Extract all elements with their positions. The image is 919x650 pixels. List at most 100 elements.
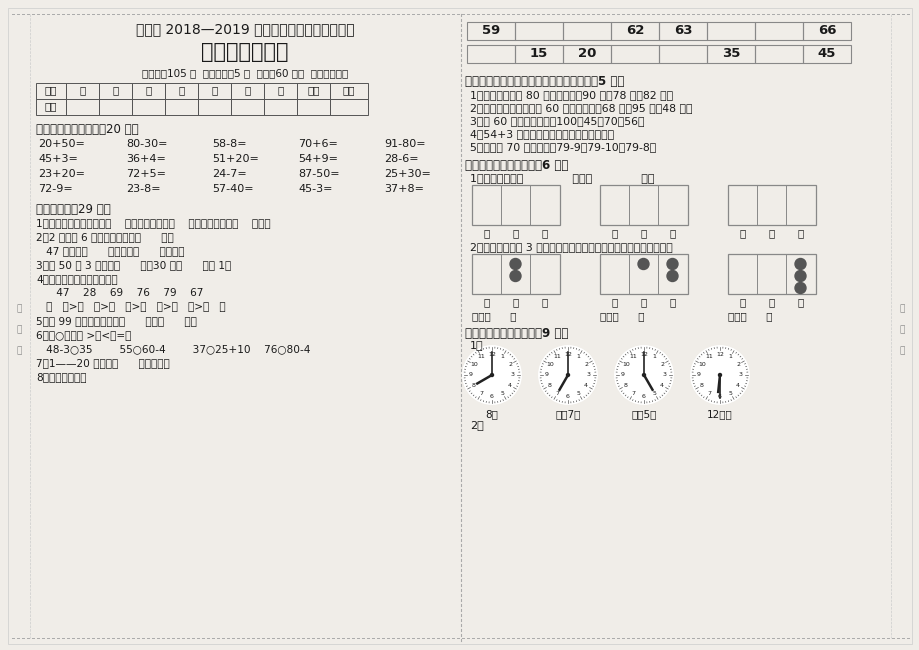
Text: 7、1——20 中，有（      ）个双数。: 7、1——20 中，有（ ）个双数。 [36, 358, 170, 368]
Text: 4: 4 [584, 383, 587, 388]
Bar [802, 22, 850, 40]
Bar [198, 99, 231, 115]
Text: 2: 2 [735, 362, 740, 367]
Bar [330, 99, 368, 115]
Bar [297, 99, 330, 115]
Bar [36, 83, 66, 99]
Bar [562, 45, 610, 63]
Text: 54+9=: 54+9= [298, 154, 337, 164]
Text: 百: 百 [739, 297, 744, 307]
Text: 个: 个 [669, 228, 675, 238]
Bar [99, 99, 131, 115]
Text: 1、从右边起，第一位是（    ）位，第二位是（    ）位，第三位是（    ）位。: 1、从右边起，第一位是（ ）位，第二位是（ ）位，第三位是（ ）位。 [36, 218, 270, 228]
Text: 一: 一 [79, 85, 85, 95]
Bar [471, 254, 560, 294]
Text: 23-8=: 23-8= [126, 184, 161, 194]
Bar [330, 83, 368, 99]
Text: 十: 十 [640, 228, 646, 238]
Text: 4、54+3 的和是（四十多、五十、五十多）: 4、54+3 的和是（四十多、五十、五十多） [470, 129, 614, 139]
Circle shape [666, 259, 677, 270]
Text: 10: 10 [621, 362, 629, 367]
Text: 8时: 8时 [485, 409, 498, 419]
Text: 二、填空。（29 分）: 二、填空。（29 分） [36, 203, 110, 216]
Text: 11: 11 [705, 354, 712, 359]
Text: 1: 1 [728, 354, 732, 359]
Text: 十: 十 [640, 297, 646, 307]
Text: 四、画一画，写一写。（6 分）: 四、画一画，写一写。（6 分） [464, 159, 568, 172]
Text: 15: 15 [529, 47, 548, 60]
Text: 题序: 题序 [45, 85, 57, 95]
Bar [706, 22, 754, 40]
Text: 个: 个 [669, 297, 675, 307]
Text: 11: 11 [477, 354, 485, 359]
Text: 一、直接写出得数。（20 分）: 一、直接写出得数。（20 分） [36, 123, 139, 136]
Text: 写作（      ）: 写作（ ） [727, 311, 772, 321]
Bar [515, 45, 562, 63]
Text: 70+6=: 70+6= [298, 139, 337, 149]
Text: 47 里面有（      ）个十和（      ）个一。: 47 里面有（ ）个十和（ ）个一。 [36, 246, 185, 256]
Text: 5、得数比 70 大的算式（79-9、79-10、79-8）: 5、得数比 70 大的算式（79-9、79-10、79-8） [470, 142, 655, 152]
Text: 12: 12 [715, 352, 723, 356]
Text: 45: 45 [817, 47, 835, 60]
Text: 9: 9 [469, 372, 472, 378]
Circle shape [509, 259, 520, 270]
Bar [471, 185, 560, 225]
Text: 35: 35 [721, 47, 740, 60]
Circle shape [690, 346, 748, 404]
Bar [727, 254, 815, 294]
Text: 25+30=: 25+30= [383, 169, 430, 179]
Bar [610, 45, 658, 63]
Text: 12: 12 [640, 352, 647, 356]
Text: 8: 8 [471, 383, 475, 388]
Text: 3: 3 [663, 372, 666, 378]
Text: 2、2 个十和 6 个一组成的数是（      ）。: 2、2 个十和 6 个一组成的数是（ ）。 [36, 232, 174, 242]
Text: 7: 7 [707, 391, 710, 396]
Text: 2: 2 [507, 362, 512, 367]
Bar [515, 22, 562, 40]
Text: 7: 7 [630, 391, 635, 396]
Text: 20+50=: 20+50= [38, 139, 85, 149]
Text: 七: 七 [277, 85, 283, 95]
Text: 二: 二 [112, 85, 119, 95]
Text: 4: 4 [660, 383, 664, 388]
Text: 个: 个 [797, 228, 803, 238]
Text: 写作（      ）: 写作（ ） [599, 311, 644, 321]
Text: 28-6=: 28-6= [383, 154, 418, 164]
Text: 58-8=: 58-8= [211, 139, 246, 149]
Text: 十: 十 [767, 228, 774, 238]
Text: 百: 百 [611, 228, 617, 238]
Bar [198, 83, 231, 99]
Bar [467, 45, 515, 63]
Bar [754, 22, 802, 40]
Text: 47    28    69    76    79    67: 47 28 69 76 79 67 [36, 288, 203, 298]
Text: 2、玩具小汽车的价钱比 60 元贵多了！（68 元、95 元、48 元）: 2、玩具小汽车的价钱比 60 元贵多了！（68 元、95 元、48 元） [470, 103, 692, 113]
Text: 91-80=: 91-80= [383, 139, 425, 149]
Text: 5、和 99 相邻的两个数是（      ）、（      ）。: 5、和 99 相邻的两个数是（ ）、（ ）。 [36, 316, 197, 326]
Text: 武城县 2018—2019 学年第二学期小学期中检测: 武城县 2018—2019 学年第二学期小学期中检测 [135, 22, 354, 36]
Bar [99, 83, 131, 99]
Bar [231, 99, 264, 115]
Circle shape [490, 374, 493, 376]
Text: 1: 1 [500, 354, 504, 359]
Text: 7: 7 [555, 391, 559, 396]
Bar [754, 45, 802, 63]
Text: 4: 4 [735, 383, 740, 388]
Text: 12: 12 [563, 352, 572, 356]
Bar [297, 83, 330, 99]
Text: 百: 百 [739, 228, 744, 238]
Text: 密

封

线: 密 封 线 [17, 305, 22, 356]
Text: 总分: 总分 [343, 85, 355, 95]
Text: 36+4=: 36+4= [126, 154, 165, 164]
Bar [467, 22, 515, 40]
Circle shape [794, 283, 805, 294]
Text: 5: 5 [500, 391, 504, 396]
Text: 6: 6 [490, 393, 494, 398]
Text: 3、和 60 最接近的数。（100、45、70、56）: 3、和 60 最接近的数。（100、45、70、56） [470, 116, 644, 126]
Text: 百: 百 [611, 297, 617, 307]
Text: 23+20=: 23+20= [38, 169, 85, 179]
Text: 62: 62 [625, 24, 643, 37]
Text: 个: 个 [797, 297, 803, 307]
Text: 57-40=: 57-40= [211, 184, 254, 194]
Text: 72+5=: 72+5= [126, 169, 165, 179]
Text: 20: 20 [577, 47, 596, 60]
